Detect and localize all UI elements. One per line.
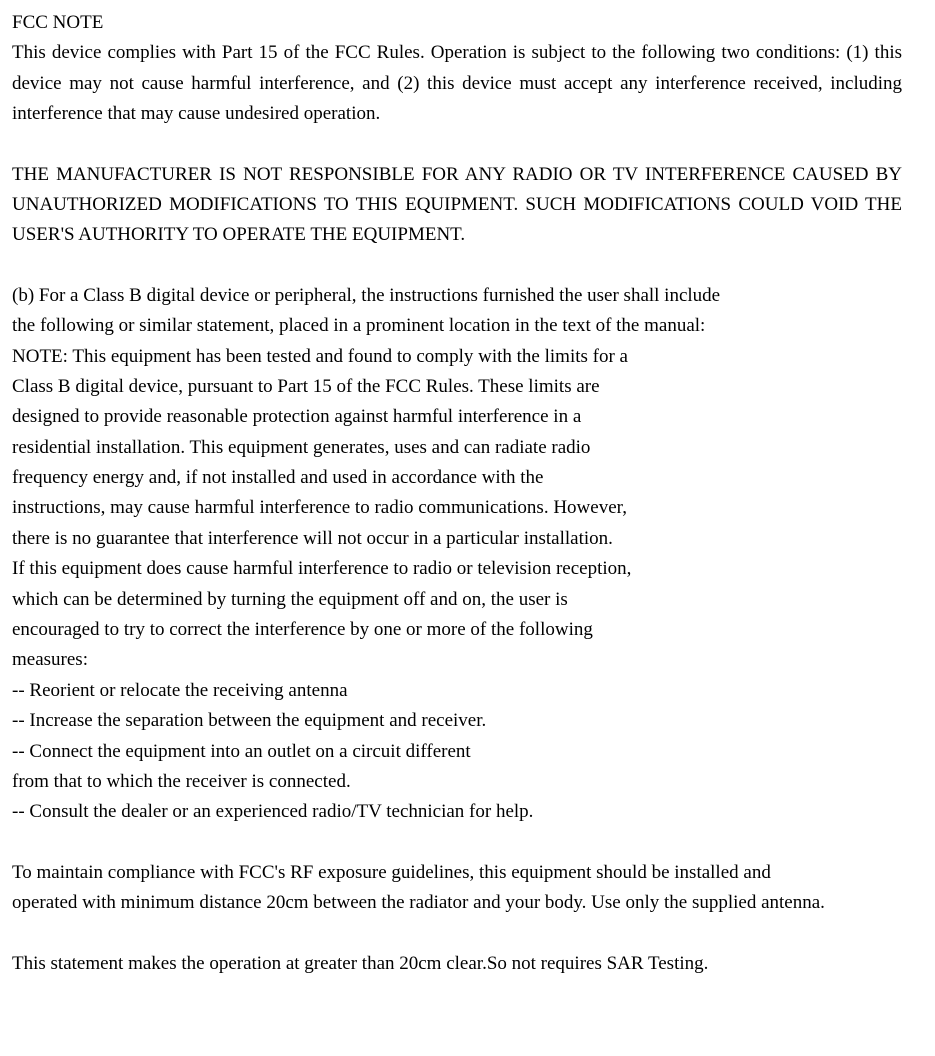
note-line-5: frequency energy and, if not installed a…	[12, 463, 923, 493]
document-title: FCC NOTE	[12, 8, 923, 38]
note-line-4: residential installation. This equipment…	[12, 433, 923, 463]
measure-4: -- Consult the dealer or an experienced …	[12, 797, 923, 827]
measure-2: -- Increase the separation between the e…	[12, 706, 923, 736]
rf-exposure-line-2: operated with minimum distance 20cm betw…	[12, 888, 923, 918]
measure-3b: from that to which the receiver is conne…	[12, 767, 923, 797]
note-line-10: encouraged to try to correct the interfe…	[12, 615, 923, 645]
spacer	[12, 919, 923, 949]
note-line-2: Class B digital device, pursuant to Part…	[12, 372, 923, 402]
sar-statement: This statement makes the operation at gr…	[12, 949, 923, 979]
manufacturer-paragraph: THE MANUFACTURER IS NOT RESPONSIBLE FOR …	[12, 160, 902, 251]
note-line-7: there is no guarantee that interference …	[12, 524, 923, 554]
note-line-8: If this equipment does cause harmful int…	[12, 554, 923, 584]
spacer	[12, 828, 923, 858]
compliance-paragraph: This device complies with Part 15 of the…	[12, 38, 902, 129]
note-line-1: NOTE: This equipment has been tested and…	[12, 342, 923, 372]
measure-3: -- Connect the equipment into an outlet …	[12, 737, 923, 767]
classb-intro-line-2: the following or similar statement, plac…	[12, 311, 923, 341]
measure-1: -- Reorient or relocate the receiving an…	[12, 676, 923, 706]
note-line-11: measures:	[12, 645, 923, 675]
note-line-9: which can be determined by turning the e…	[12, 585, 923, 615]
note-line-3: designed to provide reasonable protectio…	[12, 402, 923, 432]
spacer	[12, 130, 923, 160]
spacer	[12, 251, 923, 281]
classb-intro-line-1: (b) For a Class B digital device or peri…	[12, 281, 923, 311]
rf-exposure-line-1: To maintain compliance with FCC's RF exp…	[12, 858, 923, 888]
note-line-6: instructions, may cause harmful interfer…	[12, 493, 923, 523]
